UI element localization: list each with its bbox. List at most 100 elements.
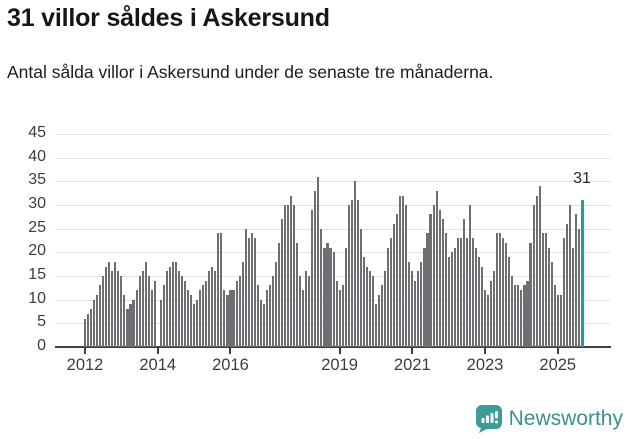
bar-month [135,290,138,347]
gridline [55,205,610,206]
bar-month [341,285,344,347]
bar-month [208,271,211,347]
bar-month [259,299,262,347]
bar-month [165,271,168,347]
bar-month [147,276,150,347]
bar-month [465,238,468,347]
bar-month [105,266,108,347]
bar-month [480,266,484,347]
bar-month [356,200,359,347]
bar-month [538,186,541,347]
y-axis-tick-label: 35 [28,171,46,189]
y-axis-tick-label: 25 [28,218,46,236]
bar-month [123,294,126,347]
bar-month [271,276,274,347]
bar-month [571,247,574,347]
bar-month [202,285,205,347]
bar-month [526,280,529,347]
x-axis-tick-mark [84,348,86,354]
bar-month [229,290,232,347]
bar-month [102,276,105,347]
bar-month [162,285,165,347]
bar-month [187,290,190,347]
bar-month [296,242,299,347]
bar-month [302,290,305,347]
y-axis-tick-label: 45 [28,124,46,141]
bar-month [477,257,481,347]
bar-month [462,219,465,347]
bar-month [332,252,335,347]
x-axis-tick-mark [338,348,341,354]
bar-month [311,209,314,347]
bar-month [390,238,393,347]
bar-month [532,205,535,347]
y-axis-tick-label: 15 [28,266,46,283]
bar-month [544,233,547,347]
bar-month [496,233,499,347]
bar-month [414,280,417,347]
bar-month [517,285,520,347]
bar-month [287,205,290,347]
brand-name: Newsworthy [508,406,623,430]
bar-month [305,271,308,347]
bar-month [432,205,435,347]
bar-month [211,266,214,347]
gridline [55,181,610,183]
bar-month [274,261,277,347]
bar-month [284,205,287,347]
x-axis-tick-mark [229,348,232,354]
bar-month [129,304,132,347]
bar-month [393,223,396,347]
bar-month [99,285,102,347]
bar-month [520,290,523,347]
bar-month [377,294,381,347]
bar-month [205,280,208,347]
bar-month [180,276,184,347]
x-axis-tick-label: 2021 [393,356,431,374]
gridline [55,157,610,159]
bar-month [371,276,374,347]
bar-month [487,294,490,347]
x-axis-tick-label: 2012 [66,356,104,374]
bar-month [423,247,426,347]
bar-month [117,271,120,347]
bar-month [426,233,429,347]
bar-month [265,290,268,347]
bar-month [387,247,390,347]
y-axis-tick-label: 40 [28,147,46,165]
bar-month [193,304,196,347]
bar-month [226,294,229,347]
gridline [55,134,610,135]
bar-month [468,205,471,347]
bar-month [196,299,199,347]
bar-month [568,205,571,347]
bar-month [84,318,87,347]
bar-month [380,285,384,347]
bar-month [574,214,578,347]
bar-month [535,195,538,347]
bar-month [280,219,284,347]
x-axis-tick-label: 2016 [212,356,249,374]
x-axis-tick-label: 2019 [321,356,358,374]
bar-month [553,285,556,347]
bar-month [577,228,581,347]
y-axis-tick-label: 20 [28,242,46,260]
bar-month [232,290,235,347]
bar-month [408,261,411,347]
bar-month [256,285,259,347]
x-axis-tick-label: 2025 [539,356,577,374]
bar-month [247,238,250,347]
bar-month [223,290,226,347]
bar-month [417,271,420,347]
y-axis-tick-label: 5 [37,313,46,331]
bar-month [374,304,378,347]
x-axis-tick-label: 2023 [466,356,504,374]
bar-month [541,233,544,347]
bar-month [359,228,362,347]
brand-footer: Newsworthy [475,404,623,433]
bar-month [493,271,496,347]
y-axis-tick-label: 10 [28,289,46,307]
bar-month [514,285,517,347]
bar-month [368,271,371,347]
